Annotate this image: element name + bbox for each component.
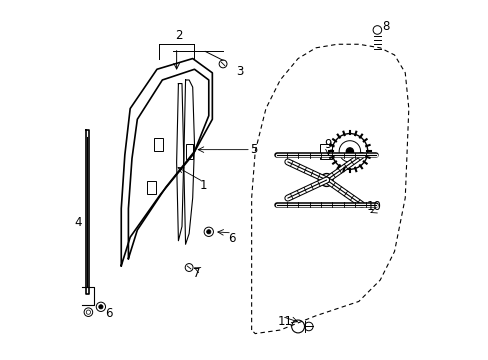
Circle shape bbox=[304, 322, 312, 331]
Text: 7: 7 bbox=[192, 267, 200, 280]
Text: 9: 9 bbox=[324, 138, 331, 151]
Circle shape bbox=[206, 230, 210, 234]
Text: 3: 3 bbox=[236, 64, 244, 77]
Text: 11: 11 bbox=[278, 315, 292, 328]
Bar bbox=[319, 144, 331, 158]
Circle shape bbox=[331, 134, 367, 169]
Circle shape bbox=[99, 305, 103, 309]
Text: 8: 8 bbox=[381, 20, 388, 33]
Text: 5: 5 bbox=[249, 143, 257, 156]
Circle shape bbox=[323, 177, 329, 183]
Text: 4: 4 bbox=[75, 216, 82, 229]
Text: 1: 1 bbox=[199, 179, 207, 192]
Circle shape bbox=[291, 320, 304, 333]
Circle shape bbox=[320, 174, 332, 186]
Text: 10: 10 bbox=[366, 200, 381, 213]
Bar bbox=[154, 138, 163, 151]
Text: 2: 2 bbox=[174, 29, 182, 42]
Bar bbox=[147, 181, 156, 194]
Bar bbox=[185, 144, 193, 158]
Text: 6: 6 bbox=[105, 307, 112, 320]
Text: 6: 6 bbox=[228, 233, 235, 246]
Circle shape bbox=[346, 148, 353, 155]
